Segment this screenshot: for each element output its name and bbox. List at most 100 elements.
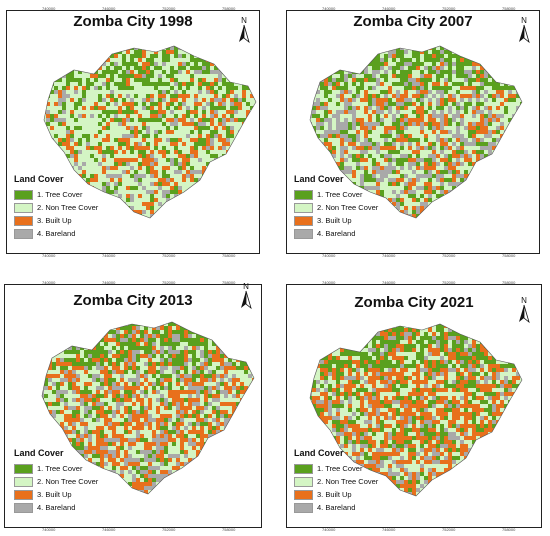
land-cover-cell [336,122,340,126]
land-cover-cell [416,110,420,114]
land-cover-cell [228,330,232,334]
land-cover-cell [416,62,420,66]
land-cover-cell [150,94,154,98]
land-cover-cell [492,170,496,174]
land-cover-cell [396,320,400,324]
land-cover-cell [168,482,172,486]
land-cover-cell [408,86,412,90]
land-cover-cell [400,54,404,58]
land-cover-cell [174,50,178,54]
land-cover-cell [190,110,194,114]
land-cover-cell [58,66,62,70]
land-cover-cell [144,330,148,334]
land-cover-cell [424,198,428,202]
land-cover-cell [220,334,224,338]
land-cover-cell [520,106,522,110]
land-cover-cell [200,466,204,470]
land-cover-cell [44,438,48,442]
land-cover-cell [202,82,206,86]
land-cover-cell [112,338,116,342]
land-cover-cell [44,382,48,386]
land-cover-cell [164,358,168,362]
land-cover-cell [48,374,52,378]
land-cover-cell [236,330,240,334]
land-cover-cell [126,78,130,82]
land-cover-cell [508,78,512,82]
land-cover-cell [200,406,204,410]
land-cover-cell [160,402,164,406]
land-cover-cell [114,182,118,186]
land-cover-cell [152,330,156,334]
land-cover-cell [416,98,420,102]
land-cover-cell [116,394,120,398]
land-cover-cell [312,74,316,78]
land-cover-cell [92,338,96,342]
land-cover-cell [372,122,376,126]
land-cover-cell [142,98,146,102]
land-cover-cell [516,42,520,46]
land-cover-cell [190,166,194,170]
land-cover-cell [304,130,308,134]
land-cover-cell [524,214,525,218]
land-cover-cell [488,150,492,154]
land-cover-cell [516,66,520,70]
land-cover-cell [420,186,424,190]
land-cover-cell [380,122,384,126]
land-cover-cell [214,50,218,54]
land-cover-cell [512,126,516,130]
land-cover-cell [70,66,74,70]
land-cover-cell [468,158,472,162]
land-cover-cell [380,320,384,324]
land-cover-cell [380,198,384,202]
land-cover-cell [524,206,525,210]
land-cover-cell [224,350,228,354]
land-cover-cell [176,426,180,430]
land-cover-cell [332,166,336,170]
land-cover-cell [312,70,316,74]
land-cover-cell [60,334,64,338]
land-cover-cell [56,394,60,398]
land-cover-cell [94,50,98,54]
land-cover-cell [112,442,116,446]
land-cover-cell [356,158,360,162]
land-cover-cell [72,318,76,322]
land-cover-cell [440,122,444,126]
land-cover-cell [188,398,192,402]
land-cover-cell [88,434,92,438]
land-cover-cell [516,58,520,62]
land-cover-cell [132,326,136,330]
land-cover-cell [384,210,388,214]
land-cover-cell [214,70,218,74]
land-cover-cell [328,82,332,86]
land-cover-cell [120,458,124,462]
land-cover-cell [246,70,250,74]
land-cover-cell [392,142,396,146]
land-cover-cell [232,490,236,494]
land-cover-cell [114,102,118,106]
land-cover-cell [60,398,64,402]
land-cover-cell [512,202,516,206]
land-cover-cell [400,154,404,158]
land-cover-cell [258,66,259,70]
map-title: Zomba City 2007 [353,13,473,30]
land-cover-cell [184,434,188,438]
land-cover-cell [376,70,380,74]
land-cover-cell [114,214,118,218]
land-cover-cell [162,98,166,102]
land-cover-cell [148,466,152,470]
land-cover-cell [448,118,452,122]
land-cover-cell [128,386,132,390]
land-cover-cell [142,118,146,122]
land-cover-cell [182,118,186,122]
land-cover-cell [42,42,46,46]
land-cover-cell [332,78,336,82]
land-cover-cell [126,142,130,146]
legend-swatch [14,463,33,474]
land-cover-cell [174,78,178,82]
land-cover-cell [174,114,178,118]
land-cover-cell [324,102,328,106]
land-cover-cell [384,206,388,210]
land-cover-cell [332,58,336,62]
land-cover-cell [464,126,468,130]
land-cover-cell [84,386,88,390]
